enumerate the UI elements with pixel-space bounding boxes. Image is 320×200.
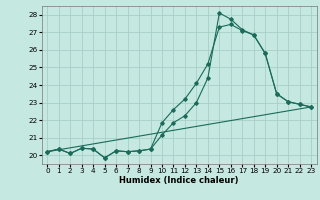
X-axis label: Humidex (Indice chaleur): Humidex (Indice chaleur): [119, 176, 239, 185]
